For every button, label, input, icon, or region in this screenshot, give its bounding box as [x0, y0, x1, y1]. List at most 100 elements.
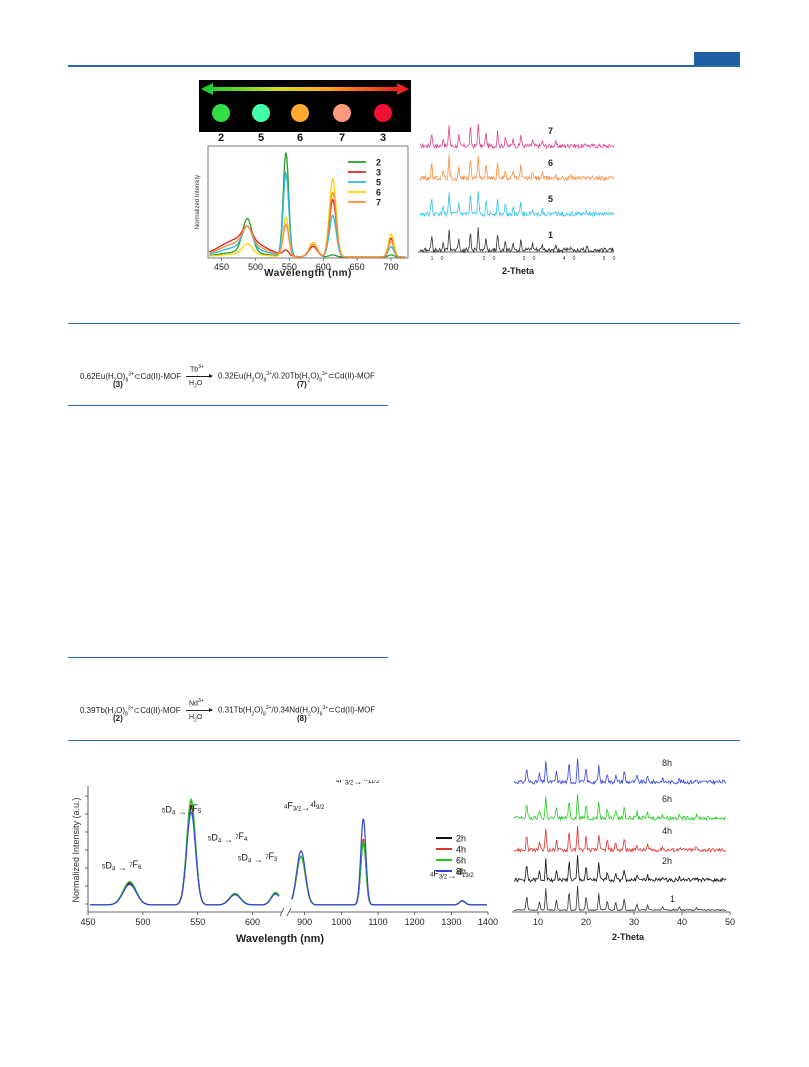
x-tick-label: 4: [563, 256, 566, 262]
xrd-trace-label-7: 7: [548, 126, 553, 136]
x-tick-label: 500: [248, 262, 263, 272]
section-rule-1: [68, 323, 740, 324]
x-tick-label: 900: [297, 917, 312, 927]
emission-spot-3: [374, 104, 392, 122]
legend-label-6h: 6h: [456, 856, 466, 866]
vis-series-line-4h: [90, 799, 280, 906]
x-tick-label: 550: [190, 917, 205, 927]
strip-label-6: 6: [297, 132, 303, 142]
gradient-arrow-left: [201, 83, 213, 95]
series-line-7: [209, 191, 406, 258]
emission-spot-6: [291, 104, 309, 122]
x-tick-label: 600: [316, 262, 331, 272]
x-tick-label: 1200: [405, 917, 425, 927]
xrd-trace-label-8h: 8h: [662, 758, 672, 768]
top-emission-chart: Normalized Intensity 450 500 550 600 650 700 …: [195, 145, 409, 279]
scheme-2-arrow-head: [209, 708, 213, 712]
x-axis-label: 2-Theta: [502, 266, 535, 276]
x-tick-label: 5: [603, 256, 606, 262]
xrd-trace-label-6h: 6h: [662, 794, 672, 804]
scheme-2: 0.39Tb(H2O)83+⊂Cd(II)-MOF: [80, 705, 181, 717]
x-tick-label: 0: [493, 256, 496, 262]
legend-label-8h: 8h: [456, 867, 466, 877]
x-tick-label: 0: [441, 256, 444, 262]
x-tick-label: 1400: [478, 917, 498, 927]
x-axis-label: 2-Theta: [612, 932, 645, 942]
scheme-2-arrow: [186, 710, 212, 711]
x-tick-label: 30: [629, 917, 639, 927]
scheme-2-product-label: (8): [297, 714, 307, 723]
legend-label-2h: 2h: [456, 834, 466, 844]
x-tick-label: 1: [431, 256, 434, 262]
scheme-2-reactant-label: (2): [113, 714, 123, 723]
scheme-1-product-label: (7): [297, 380, 307, 389]
scheme-1-reagent-top: Tb3+: [190, 364, 204, 374]
x-tick-label: 700: [384, 262, 399, 272]
scheme-1-arrow-head: [209, 374, 213, 378]
emission-spot-2: [212, 104, 230, 122]
xrd-trace-2h: [513, 855, 727, 884]
xrd-trace-label-5: 5: [548, 194, 553, 204]
top-xrd-chart: 7 6 5 1 1 0 2 0 3 0 4 0 5 0 2-Theta: [418, 123, 616, 276]
emission-spot-7: [333, 104, 351, 122]
xrd-trace-label-4h: 4h: [662, 826, 672, 836]
scheme-2-reactant: 0.39Tb(H2O)83+⊂Cd(II)-MOF: [80, 705, 181, 718]
x-tick-label: 0: [533, 256, 536, 262]
y-axis-label: Normalized Intensity (a.u.): [71, 797, 81, 902]
x-tick-label: 0: [573, 256, 576, 262]
header-tab: [694, 52, 740, 65]
x-axis-label: Wavelength (nm): [236, 933, 325, 945]
x-tick-label: 600: [245, 917, 260, 927]
x-tick-label: 10: [533, 917, 543, 927]
xrd-trace-6: [419, 154, 615, 182]
x-tick-label: 50: [725, 917, 735, 927]
scheme-1-product: 0.32Eu(H2O)83+/0.20Tb(H2O)83+⊂Cd(II)-MOF: [218, 371, 375, 384]
xrd-trace-label-1: 1: [670, 894, 675, 904]
x-tick-label: 0: [613, 256, 616, 262]
gradient-arrow-right: [397, 83, 409, 95]
legend-label-5: 5: [376, 178, 381, 188]
x-tick-label: 20: [581, 917, 591, 927]
x-tick-label: 550: [282, 262, 297, 272]
xrd-trace-7: [419, 123, 615, 150]
x-tick-label: 650: [350, 262, 365, 272]
legend-label-7: 7: [376, 198, 381, 208]
legend-label-2: 2: [376, 158, 381, 168]
y-axis-label: Normalized Intensity: [195, 175, 201, 229]
emission-spot-5: [252, 104, 270, 122]
x-tick-label: 500: [135, 917, 150, 927]
bottom-xrd-chart: 8h 6h 4h 2h 1 10 20 30 40 50 2-Theta: [512, 758, 735, 942]
scheme-1-reagent-bottom: H2O: [189, 380, 203, 390]
header-rule: [68, 65, 740, 67]
x-tick-label: 2: [483, 256, 486, 262]
legend-label-4h: 4h: [456, 845, 466, 855]
axis-break: [279, 907, 292, 917]
xrd-trace-label-2h: 2h: [662, 856, 672, 866]
plot-frame: [207, 145, 409, 259]
vis-series-line-8h: [90, 810, 280, 906]
xrd-trace-label-1: 1: [548, 230, 553, 240]
x-tick-label: 40: [677, 917, 687, 927]
xrd-trace-8h: [513, 758, 727, 786]
x-axis-label: Wavelength (nm): [264, 268, 352, 279]
transition-label: 4F3/2→4I13/2: [430, 867, 474, 881]
x-tick-label: 1300: [441, 917, 461, 927]
legend-label-3: 3: [376, 168, 381, 178]
series-line-3: [209, 198, 406, 258]
xrd-trace-1: [419, 227, 615, 254]
transition-label: 5D4 → 7F6: [102, 859, 142, 873]
transition-label: 5D4 → 7F4: [208, 831, 248, 845]
scheme-1-reactant-label: (3): [113, 380, 123, 389]
x-tick-label: 3: [523, 256, 526, 262]
scheme-2-product: 0.31Tb(H2O)83+/0.34Nd(H2O)83+⊂Cd(II)-MOF: [218, 705, 376, 718]
scheme-1-rule: [68, 405, 388, 406]
gradient-arrow-bar: [211, 87, 399, 91]
transition-label: 4F3/2→4I11/2: [336, 780, 380, 787]
scheme-2-reagent-bottom: H2O: [189, 714, 203, 724]
scheme-1-arrow: [186, 376, 212, 377]
strip-label-5: 5: [258, 132, 264, 142]
transition-label: 4F3/2→4I9/2: [284, 799, 325, 813]
x-tick-label: 1100: [368, 917, 387, 927]
scheme-2-reagent-top: Nd3+: [189, 698, 204, 708]
emission-color-strip: 2 5 6 7 3: [199, 80, 411, 142]
